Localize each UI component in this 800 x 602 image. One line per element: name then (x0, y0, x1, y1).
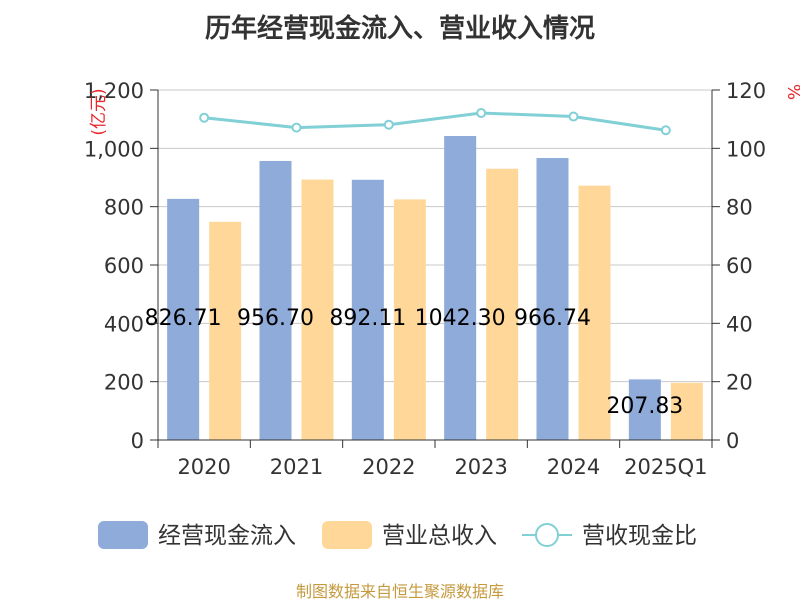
left-tick-label: 200 (104, 371, 144, 395)
x-tick-label: 2023 (454, 455, 507, 479)
legend-marker (535, 523, 559, 547)
x-tick-label: 2021 (270, 455, 323, 479)
data-label: 956.70 (237, 306, 314, 331)
data-label: 207.83 (606, 394, 683, 419)
revenue-bar (301, 179, 334, 440)
right-tick-label: 100 (726, 137, 766, 161)
right-tick-label: 0 (726, 429, 739, 453)
cash-inflow-bar (259, 160, 292, 440)
x-tick-label: 2020 (177, 455, 230, 479)
ratio-point (199, 112, 210, 123)
bars (167, 135, 703, 440)
revenue-bar (393, 199, 426, 440)
cash-inflow-bar (536, 158, 569, 440)
left-tick-label: 800 (104, 196, 144, 220)
right-tick-label: 120 (726, 79, 766, 103)
chart-title: 历年经营现金流入、营业收入情况 (204, 14, 595, 44)
left-tick-label: 0 (131, 429, 144, 453)
x-tick-label: 2025Q1 (624, 455, 707, 479)
cash-inflow-bar (351, 179, 384, 440)
revenue-bar (486, 168, 519, 440)
data-label: 1042.30 (415, 306, 506, 331)
legend-label: 营收现金比 (582, 523, 697, 549)
legend-swatch-revenue (322, 521, 372, 549)
ratio-point (476, 108, 487, 119)
x-tick-label: 2022 (362, 455, 415, 479)
left-tick-label: 1,000 (84, 137, 144, 161)
right-tick-label: 40 (726, 312, 753, 336)
left-tick-label: 600 (104, 254, 144, 278)
legend: 经营现金流入 营业总收入 营收现金比 (98, 521, 697, 549)
axes: 0 200 400 600 800 1,000 1,200 0 20 40 60 80 100 120 (亿… (84, 79, 800, 479)
left-tick-label: 1,200 (84, 79, 144, 103)
source-note: 制图数据来自恒生聚源数据库 (295, 582, 504, 601)
data-label: 966.74 (514, 306, 591, 331)
legend-label: 营业总收入 (382, 523, 497, 549)
revenue-bar (209, 221, 242, 440)
right-tick-label: 60 (726, 254, 753, 278)
left-axis-unit: (亿元) (89, 88, 109, 135)
grid-lines (158, 89, 712, 383)
x-tick-label: 2024 (547, 455, 600, 479)
ratio-point (383, 119, 394, 130)
legend-swatch-cash-inflow (98, 521, 148, 549)
right-tick-label: 20 (726, 371, 753, 395)
ratio-point (568, 111, 579, 122)
legend-label: 经营现金流入 (158, 523, 296, 549)
data-label: 892.11 (329, 306, 406, 331)
data-label: 826.71 (145, 306, 222, 331)
revenue-bar (670, 382, 703, 440)
ratio-point (660, 125, 671, 136)
right-tick-label: 80 (726, 196, 753, 220)
revenue-bar (578, 185, 611, 440)
cash-inflow-bar (167, 198, 200, 440)
right-axis-unit: % (783, 84, 800, 100)
left-tick-label: 400 (104, 312, 144, 336)
cash-inflow-bar (628, 379, 661, 440)
cash-inflow-bar (444, 135, 477, 440)
ratio-point (291, 122, 302, 133)
ratio-line (199, 108, 671, 136)
ratio-polyline (204, 111, 667, 132)
